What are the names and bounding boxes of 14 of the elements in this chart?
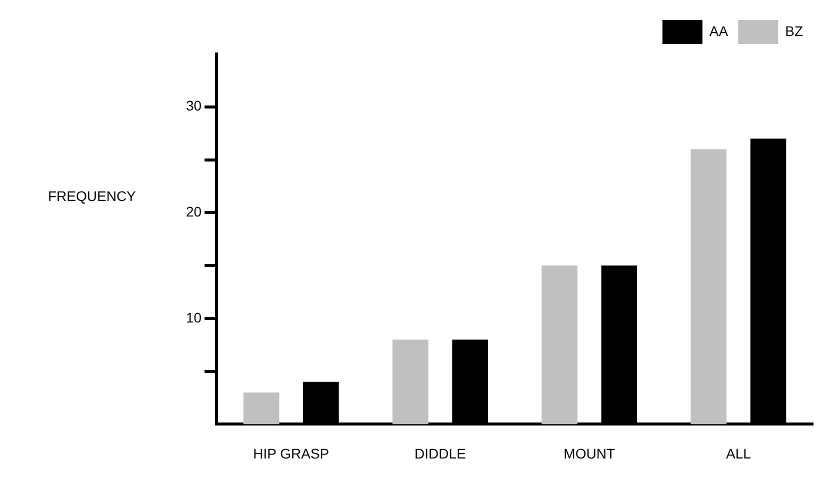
y-axis-title: FREQUENCY: [48, 188, 137, 204]
x-tick-label: DIDDLE: [414, 445, 466, 462]
y-tick-label: 20: [186, 204, 202, 220]
bar: [392, 340, 428, 424]
bar: [690, 149, 727, 424]
y-tick-label: 10: [186, 309, 202, 326]
legend-label: BZ: [785, 22, 804, 39]
legend-label: AA: [709, 22, 729, 39]
x-tick-label: HIP GRASP: [253, 445, 330, 462]
bar: [243, 392, 280, 424]
x-tick-label: ALL: [726, 445, 752, 462]
bar: [542, 266, 578, 424]
y-tick-label: 30: [186, 98, 202, 114]
x-tick-label: MOUNT: [564, 445, 616, 462]
